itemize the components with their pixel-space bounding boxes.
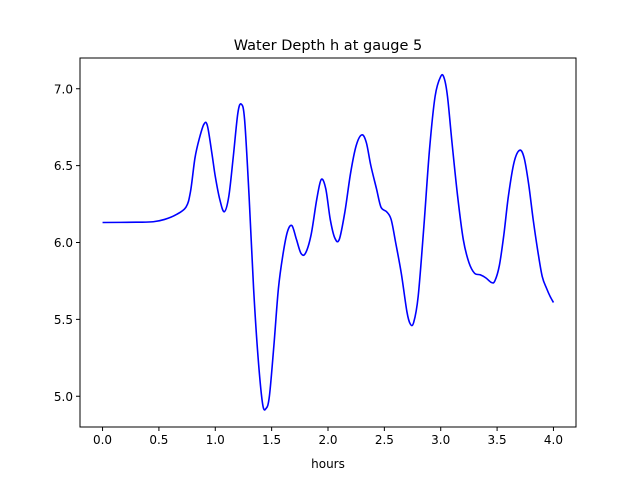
x-tick-label: 0.0 <box>93 433 112 447</box>
x-tick-label: 1.0 <box>206 433 225 447</box>
y-axis: 5.0 5.5 6.0 6.5 7.0 <box>54 82 80 404</box>
series-line-0 <box>102 73 555 411</box>
axes-frame <box>79 57 577 428</box>
x-axis: 0.0 0.5 1.0 1.5 2.0 2.5 3.0 3.5 4.0 <box>93 427 563 447</box>
x-tick-label: 2.0 <box>318 433 337 447</box>
y-tick-label: 6.0 <box>54 236 73 250</box>
y-tick-label: 6.5 <box>54 159 73 173</box>
y-tick-label: 7.0 <box>54 82 73 96</box>
x-tick-label: 1.5 <box>262 433 281 447</box>
x-tick-label: 4.0 <box>544 433 563 447</box>
x-tick-label: 3.0 <box>431 433 450 447</box>
y-tick-label: 5.0 <box>54 390 73 404</box>
chart-title: Water Depth h at gauge 5 <box>234 38 422 54</box>
x-tick-label: 3.5 <box>488 433 507 447</box>
plot-area <box>102 73 555 411</box>
x-tick-label: 2.5 <box>375 433 394 447</box>
x-tick-label: 0.5 <box>149 433 168 447</box>
x-axis-label: hours <box>311 457 345 471</box>
y-tick-label: 5.5 <box>54 313 73 327</box>
